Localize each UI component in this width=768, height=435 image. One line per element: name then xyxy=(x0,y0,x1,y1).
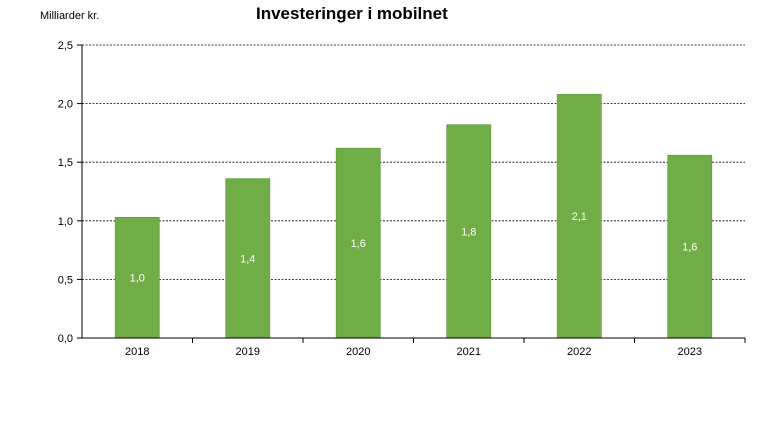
data-label: 1,6 xyxy=(682,242,697,254)
bars xyxy=(114,93,713,339)
y-tick-label: 0,0 xyxy=(58,333,73,345)
bar-2020 xyxy=(335,147,381,339)
data-label: 1,6 xyxy=(351,238,366,250)
data-label: 1,0 xyxy=(130,273,145,285)
y-tick-labels: 0,0 0,5 1,0 1,5 2,0 2,5 xyxy=(58,40,73,345)
data-label: 1,4 xyxy=(240,253,255,265)
x-tick-label: 2019 xyxy=(236,346,260,358)
data-label: 2,1 xyxy=(572,211,587,223)
x-tick-labels: 2018 2019 2020 2021 2022 2023 xyxy=(125,346,702,358)
y-tick-label: 1,0 xyxy=(58,216,73,228)
bar-2022 xyxy=(556,93,602,339)
bar-2021 xyxy=(446,124,492,339)
y-tick-label: 0,5 xyxy=(58,274,73,286)
bar-2023 xyxy=(667,154,713,339)
y-tick-label: 2,5 xyxy=(58,40,73,52)
y-tick-label: 2,0 xyxy=(58,99,73,111)
x-tick-label: 2020 xyxy=(346,346,370,358)
bar-2018 xyxy=(114,216,160,339)
chart-title: Investeringer i mobilnet xyxy=(256,4,448,23)
axes xyxy=(77,44,746,343)
x-tick-label: 2021 xyxy=(457,346,481,358)
x-tick-label: 2023 xyxy=(678,346,702,358)
x-tick-label: 2018 xyxy=(125,346,149,358)
data-label: 1,8 xyxy=(461,226,476,238)
y-axis-unit-label: Milliarder kr. xyxy=(40,10,100,22)
y-tick-label: 1,5 xyxy=(58,157,73,169)
gridlines xyxy=(82,44,745,280)
x-tick-label: 2022 xyxy=(567,346,591,358)
data-labels: 1,0 1,4 1,6 1,8 2,1 1,6 xyxy=(130,211,698,285)
